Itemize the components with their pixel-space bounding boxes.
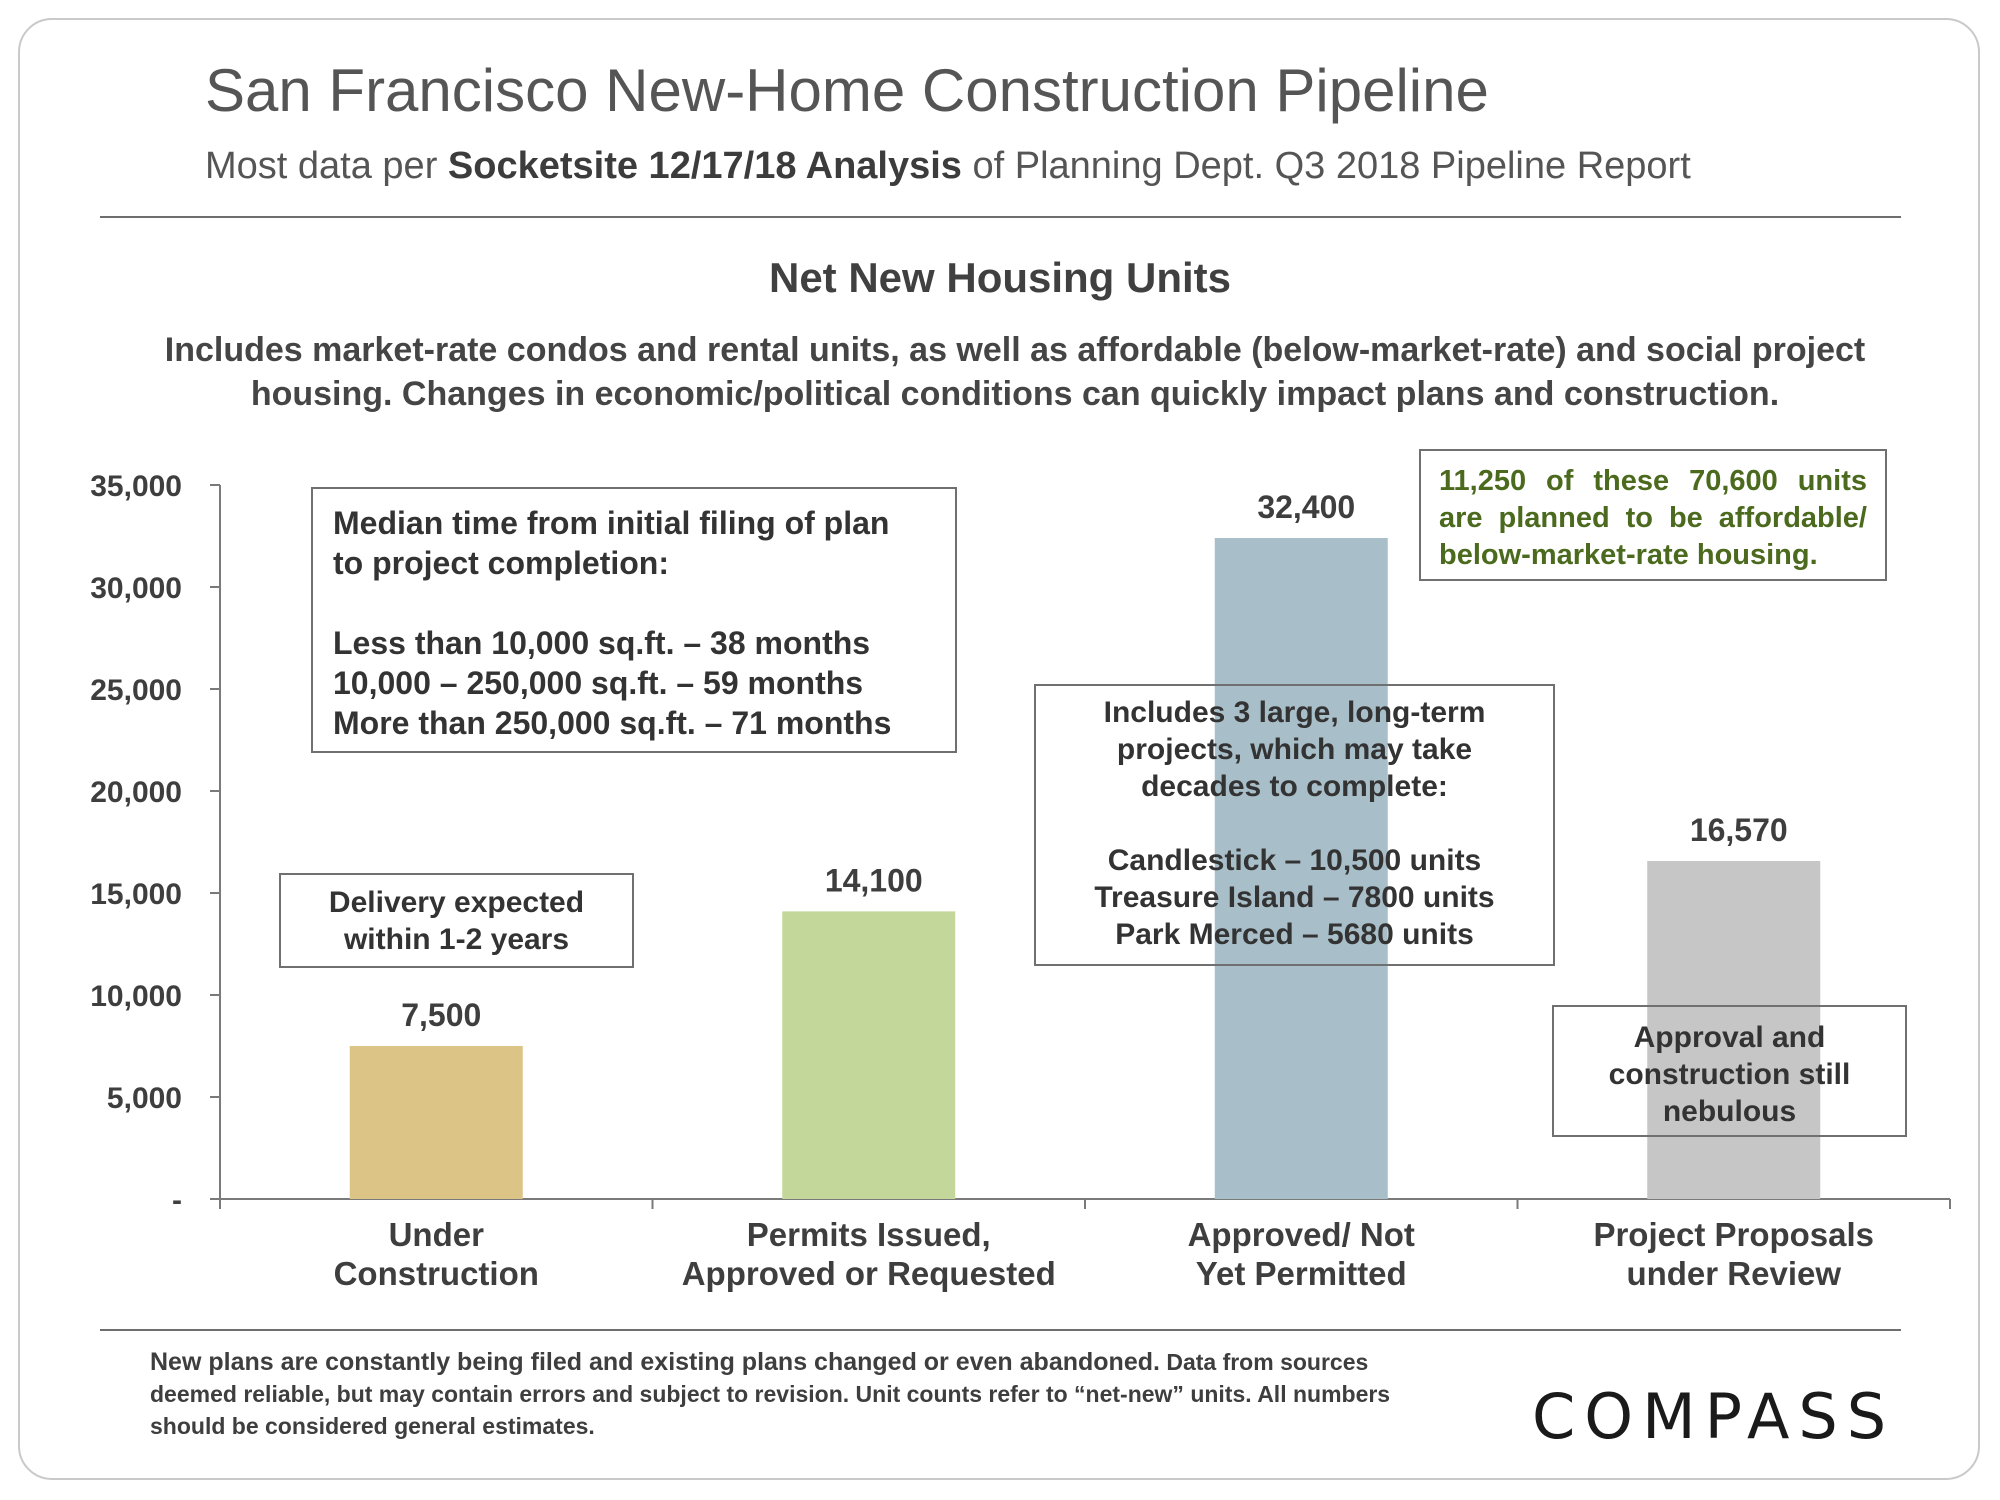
y-tick-label: 35,000: [90, 470, 182, 503]
x-category-label: Permits Issued,: [747, 1216, 991, 1253]
x-category-label: Construction: [334, 1255, 539, 1292]
page-title: San Francisco New-Home Construction Pipe…: [205, 57, 1489, 124]
header-divider: [100, 216, 1901, 218]
y-tick-label: -: [172, 1184, 182, 1217]
footer-divider: [100, 1329, 1901, 1331]
chart-title: Net New Housing Units: [768, 254, 1232, 301]
x-category-label: Under: [389, 1216, 485, 1253]
y-tick-label: 15,000: [90, 878, 182, 911]
footnote-disclaimer: Data from sources deemed reliable, but m…: [150, 1349, 1391, 1439]
bar: [782, 911, 956, 1199]
large-project-line: Candlestick – 10,500 units: [1107, 844, 1482, 877]
y-tick-label: 5,000: [107, 1082, 182, 1115]
x-category-label: Approved or Requested: [682, 1255, 1056, 1292]
large-projects-heading-line: decades to complete:: [1141, 770, 1448, 803]
median-time-heading-line: Median time from initial filing of plan: [333, 505, 890, 541]
bar: [349, 1046, 523, 1199]
x-category-label: under Review: [1626, 1255, 1841, 1292]
median-time-line: 10,000 – 250,000 sq.ft. – 59 months: [333, 665, 864, 701]
page-subtitle: Most data per Socketsite 12/17/18 Analys…: [205, 145, 1691, 188]
affordable-units-callout: 11,250 of these 70,600 units are planned…: [1419, 449, 1887, 581]
delivery-callout: Delivery expected within 1-2 years: [279, 873, 634, 968]
large-projects-heading-line: Includes 3 large, long-term: [1103, 696, 1486, 729]
bar-value-label: 14,100: [825, 862, 923, 898]
bar-value-label: 32,400: [1257, 489, 1355, 525]
large-project-line: Treasure Island – 7800 units: [1094, 881, 1495, 914]
subtitle-prefix: Most data per: [205, 145, 448, 187]
compass-logo: COMPASS: [1532, 1380, 1896, 1453]
subtitle-suffix: of Planning Dept. Q3 2018 Pipeline Repor…: [961, 145, 1691, 187]
bar-value-label: 16,570: [1690, 812, 1788, 848]
nebulous-line: nebulous: [1662, 1095, 1797, 1128]
y-tick-label: 10,000: [90, 980, 182, 1013]
y-tick-label: 25,000: [90, 674, 182, 707]
nebulous-line: construction still: [1608, 1058, 1851, 1091]
footnote: New plans are constantly being filed and…: [150, 1346, 1420, 1442]
delivery-line: within 1-2 years: [343, 923, 570, 956]
y-tick-label: 20,000: [90, 776, 182, 809]
footnote-lead: New plans are constantly being filed and…: [150, 1348, 1160, 1376]
nebulous-callout: Approval and construction still nebulous: [1552, 1005, 1907, 1137]
slide-frame: [18, 18, 1980, 1480]
bar-value-label: 7,500: [401, 997, 481, 1033]
chart-description: Includes market-rate condos and rental u…: [164, 331, 1866, 413]
y-tick-label: 30,000: [90, 572, 182, 605]
x-category-label: Approved/ Not: [1188, 1216, 1415, 1253]
nebulous-line: Approval and: [1633, 1021, 1826, 1054]
bar: [1647, 860, 1821, 1199]
large-project-line: Park Merced – 5680 units: [1115, 918, 1474, 951]
subtitle-source: Socketsite 12/17/18 Analysis: [447, 145, 962, 187]
delivery-line: Delivery expected: [328, 886, 585, 919]
median-time-line: Less than 10,000 sq.ft. – 38 months: [333, 625, 871, 661]
large-projects-callout: Includes 3 large, long-term projects, wh…: [1034, 684, 1555, 966]
bar: [1214, 538, 1388, 1199]
x-category-label: Project Proposals: [1593, 1216, 1874, 1253]
large-projects-heading-line: projects, which may take: [1116, 733, 1473, 766]
median-time-callout: Median time from initial filing of plan …: [311, 487, 957, 753]
median-time-heading-line: to project completion:: [333, 545, 669, 581]
x-category-label: Yet Permitted: [1196, 1255, 1407, 1292]
median-time-line: More than 250,000 sq.ft. – 71 months: [333, 705, 892, 741]
